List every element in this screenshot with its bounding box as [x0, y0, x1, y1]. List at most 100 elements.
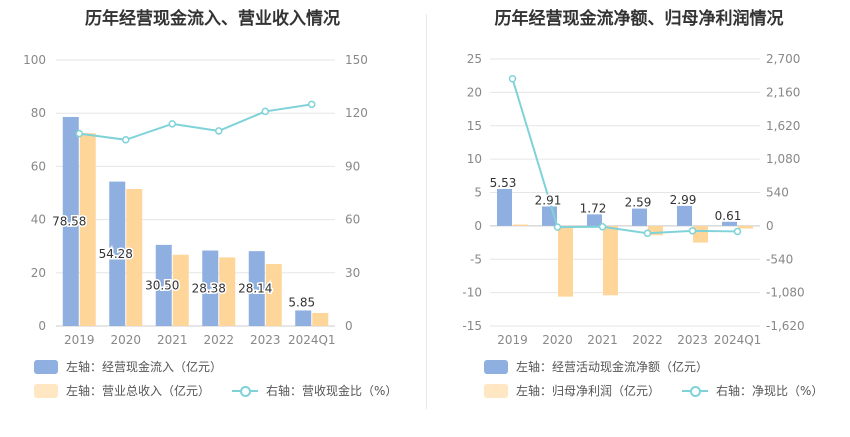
bar-series1 — [497, 188, 512, 226]
legend-item-net-cash-ratio[interactable]: 右轴：净现比（%） — [682, 382, 823, 399]
y-right-tick-label: 120 — [345, 106, 368, 120]
y-right-tick-label: 2,700 — [766, 52, 800, 66]
chart-svg: -15 -1,620 -10 -1,080 -5 -540 0 0 5 540 10 1,080 15 1… — [462, 52, 805, 347]
bar-series2 — [265, 264, 282, 326]
bar-series2 — [172, 254, 189, 326]
y-right-tick-label: 540 — [766, 186, 789, 200]
line-point — [168, 120, 176, 128]
bar-series1 — [722, 221, 737, 226]
legend-item-cash-inflow[interactable]: 左轴：经营现金流入（亿元） — [34, 358, 222, 375]
y-right-tick-label: 1,080 — [766, 152, 800, 166]
y-right-tick-label: 1,620 — [766, 119, 800, 133]
bar-series2 — [126, 189, 143, 326]
y-right-tick-label: -1,620 — [766, 319, 805, 333]
legend-line-icon — [232, 384, 259, 398]
chart-title: 历年经营现金流入、营业收入情况 — [85, 9, 340, 29]
data-label: 28.14 — [238, 282, 272, 296]
legend-label: 左轴：经营活动现金流净额（亿元） — [516, 360, 709, 374]
line-point — [215, 127, 223, 135]
line-point — [598, 223, 607, 231]
x-tick-label: 2019 — [64, 333, 95, 347]
data-label: 78.58 — [52, 214, 86, 228]
y-left-tick-label: 15 — [467, 119, 482, 133]
y-right-tick-label: 30 — [345, 266, 360, 280]
y-left-tick-label: -5 — [470, 252, 482, 266]
legend-label: 左轴：营业总收入（亿元） — [66, 384, 211, 398]
y-left-tick-label: 10 — [467, 152, 482, 166]
y-left-tick-label: 80 — [31, 106, 46, 120]
y-left-tick-label: -10 — [462, 286, 482, 300]
bar-series2 — [513, 224, 528, 226]
x-tick-label: 2024Q1 — [714, 333, 762, 347]
line-point — [261, 107, 269, 116]
data-label: 2.59 — [625, 196, 652, 210]
data-label: 5.85 — [288, 295, 315, 309]
data-label: 30.50 — [145, 278, 179, 292]
y-right-tick-label: 0 — [345, 319, 353, 333]
bar-series1 — [632, 208, 647, 226]
panel-divider — [426, 14, 427, 409]
bar-series2 — [219, 257, 236, 326]
y-left-tick-label: 0 — [38, 319, 46, 333]
data-label: 2.99 — [670, 193, 697, 207]
y-right-tick-label: 0 — [766, 219, 774, 233]
y-left-tick-label: 20 — [31, 266, 46, 280]
x-tick-label: 2019 — [497, 333, 528, 347]
legend-item-ratio[interactable]: 右轴：营收现金比（%） — [232, 382, 397, 399]
data-label: 5.53 — [490, 176, 517, 190]
data-label: 28.38 — [192, 281, 226, 295]
y-left-tick-label: 20 — [467, 85, 482, 99]
legend-item-net-cashflow[interactable]: 左轴：经营活动现金流净额（亿元） — [484, 358, 708, 375]
legend-swatch — [484, 359, 508, 374]
y-left-tick-label: 25 — [467, 52, 482, 66]
legend-label: 右轴：净现比（%） — [716, 384, 824, 398]
y-left-tick-label: 40 — [31, 213, 46, 227]
y-right-tick-label: 90 — [345, 159, 360, 173]
x-tick-label: 2020 — [542, 333, 573, 347]
bar-series2 — [738, 225, 753, 229]
chart-panel-cashflow-revenue: 历年经营现金流入、营业收入情况 0 0 20 30 40 60 60 90 80 120 100 15… — [23, 9, 419, 399]
bar-series1 — [677, 205, 692, 226]
x-tick-label: 2023 — [250, 333, 281, 347]
y-left-tick-label: 5 — [474, 186, 482, 200]
bar-series1 — [248, 251, 265, 326]
bar-series2 — [79, 133, 96, 326]
legend-row-2: 左轴：归母净利润（亿元） 右轴：净现比（%） — [484, 382, 845, 399]
line-point — [733, 227, 742, 236]
line-series — [79, 103, 312, 141]
line-point — [508, 75, 517, 83]
line-point — [688, 227, 697, 235]
bar-series2 — [648, 225, 663, 236]
x-tick-label: 2021 — [587, 333, 618, 347]
x-tick-label: 2022 — [203, 333, 234, 347]
bar-series1 — [202, 250, 219, 326]
data-label: 1.72 — [580, 201, 607, 215]
bar-series1 — [295, 310, 312, 326]
data-label: 54.28 — [99, 247, 133, 261]
bar-series2 — [603, 225, 618, 296]
x-tick-label: 2021 — [157, 333, 188, 347]
bar-series1 — [155, 244, 172, 326]
legend-label: 左轴：归母净利润（亿元） — [516, 384, 661, 398]
line-point — [308, 100, 316, 109]
legend-item-net-profit[interactable]: 左轴：归母净利润（亿元） — [484, 382, 660, 399]
x-tick-label: 2022 — [632, 333, 663, 347]
y-left-tick-label: 0 — [474, 219, 482, 233]
y-left-tick-label: -15 — [462, 319, 482, 333]
x-tick-label: 2020 — [110, 333, 141, 347]
line-series — [511, 78, 738, 235]
legend-swatch — [484, 383, 508, 398]
line-point — [643, 229, 652, 238]
chart-panel-net-cashflow-profit: 历年经营现金流净额、归母净利润情况 -15 -1,620 -10 -1,080 -5 -5… — [428, 0, 850, 437]
legend-label: 右轴：营收现金比（%） — [266, 384, 398, 398]
y-right-tick-label: 150 — [345, 53, 368, 67]
legend-swatch — [34, 383, 58, 398]
legend-row-2: 左轴：营业总收入（亿元） 右轴：营收现金比（%） — [34, 382, 419, 399]
bar-series2 — [312, 312, 329, 326]
legend-label: 左轴：经营现金流入（亿元） — [66, 360, 223, 374]
bar-series1 — [109, 181, 126, 326]
chart-title: 历年经营现金流净额、归母净利润情况 — [494, 9, 784, 29]
y-left-tick-label: 100 — [23, 53, 46, 67]
data-label: 2.91 — [535, 193, 562, 207]
legend-item-revenue[interactable]: 左轴：营业总收入（亿元） — [34, 382, 210, 399]
